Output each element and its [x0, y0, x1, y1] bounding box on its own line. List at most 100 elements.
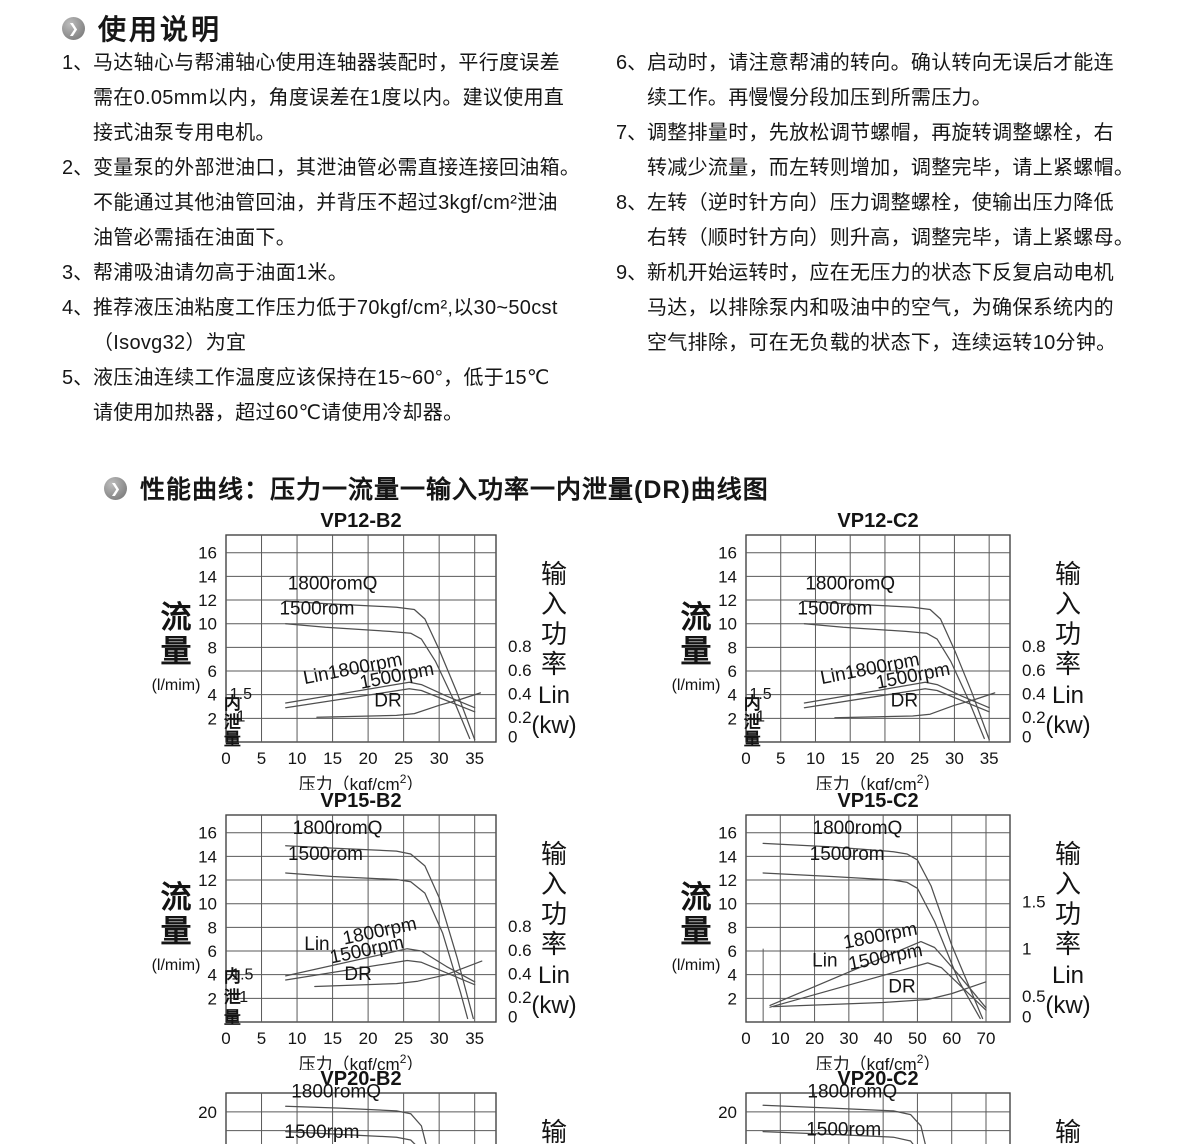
right-tick-label: 0.5: [1022, 987, 1046, 1006]
chart-vp15-c2: VP15-C20 10 20 30 40 50 60 70压力（kgf/cm2）2468101…: [672, 790, 1091, 1074]
usage-item: 5、 液压油连续工作温度应该保持在15~60°，低于15℃ 请使用加热器，超过60℃…: [62, 361, 610, 431]
chart-cell-vp12-b2: VP12-B2 0 5 10 15 20 25 30 35 压力（kgf/cm2） 2 4 6 8 10 12…: [0, 510, 602, 794]
x-tick-label: 20: [359, 1029, 378, 1048]
x-tick-label: 25: [394, 1029, 413, 1048]
usage-item-line: 马达，以排除泵内和吸油中的空气，为确保系统内的: [647, 297, 1114, 319]
power-label-line: Lin: [538, 682, 570, 709]
plot-border: [225, 534, 497, 743]
power-label-line: Lin: [1052, 682, 1084, 709]
power-label-line: 输: [541, 559, 567, 589]
curve-label: 1800romQ: [291, 1082, 381, 1103]
power-label-line: Lin: [1052, 962, 1084, 989]
x-tick-label: 10: [288, 749, 307, 768]
x-tick-label: 10: [806, 749, 825, 768]
x-tick-label: 30: [839, 1029, 858, 1048]
power-label-line: 功: [541, 619, 567, 649]
x-tick-label: 10: [288, 1029, 307, 1048]
curve-1500rpm-Q: [285, 1130, 416, 1144]
power-label-line: 功: [1055, 899, 1081, 929]
y-tick-label: 20: [198, 1103, 217, 1122]
usage-item-line: 启动时，请注意帮浦的转向。确认转向无误后才能连: [647, 52, 1114, 74]
x-tick-label: 5: [257, 749, 266, 768]
leakage-label-char: 内: [224, 693, 241, 713]
curve-label: DR: [891, 691, 918, 712]
curve-label: DR: [344, 964, 371, 985]
usage-item-line: 空气排除，可在无负载的状态下，连续运转10分钟。: [647, 332, 1117, 354]
usage-item-line: 马达轴心与帮浦轴心使用连轴器装配时，平行度误差: [93, 52, 560, 74]
usage-item-line: 接式油泵专用电机。: [93, 122, 276, 144]
usage-item-line: 推荐液压油粘度工作压力低于70kgf/cm²,以30~50cst: [93, 297, 558, 319]
x-tick-label: 0: [741, 749, 750, 768]
usage-item-text: 启动时，请注意帮浦的转向。确认转向无误后才能连 续工作。再慢慢分段加压到所需压力。: [647, 46, 1168, 116]
curve-1500rpm-Q: [285, 623, 471, 740]
x-tick-label: 30: [430, 749, 449, 768]
x-tick-label: 35: [465, 749, 484, 768]
x-tick-label: 15: [841, 749, 860, 768]
flow-label-char: 量: [681, 634, 712, 669]
usage-item: 1、 马达轴心与帮浦轴心使用连轴器装配时，平行度误差 需在0.05mm以内，角度误差…: [62, 46, 610, 151]
right-tick-label: 0.8: [508, 917, 532, 936]
plot-border: [745, 534, 1011, 743]
y-tick-label: 16: [718, 544, 737, 563]
curve-1800rpm-Q: [285, 1105, 427, 1144]
x-tick-label: 25: [394, 749, 413, 768]
right-tick-label: 0.6: [508, 941, 532, 960]
curve-label: 1500rom: [806, 1119, 881, 1140]
curve-Lin-1500rpm: [803, 688, 990, 713]
y-tick-label: 6: [728, 662, 737, 681]
curve-label: 1800romQ: [805, 573, 895, 594]
y-tick-label: 6: [208, 942, 217, 961]
curve-1800rpm-Q: [762, 842, 984, 1020]
y-tick-label: 12: [198, 591, 217, 610]
usage-section-title: 使用说明: [98, 14, 223, 45]
x-tick-label: 25: [910, 749, 929, 768]
y-tick-label: 8: [728, 918, 737, 937]
power-label-line: 入: [1055, 869, 1081, 899]
power-label-line: (kw): [531, 712, 576, 739]
right-tick-label: 1: [1022, 940, 1031, 959]
leakage-label-char: 量: [224, 729, 241, 749]
leakage-label-char: 量: [224, 1007, 241, 1027]
chart-cell-vp20-b2: VP20-B205101520253035压力（kgf/cm2）48121620…: [0, 1068, 602, 1144]
power-label-line: 输: [1055, 559, 1081, 589]
usage-item-text: 帮浦吸油请勿高于油面1米。: [93, 256, 610, 291]
x-axis-label: 压力（kgf/cm2）: [299, 1052, 424, 1070]
power-label-line: 入: [541, 589, 567, 619]
usage-item-line: 油管必需插在油面下。: [93, 227, 296, 249]
y-tick-label: 20: [718, 1103, 737, 1122]
x-tick-label: 20: [359, 749, 378, 768]
y-tick-label: 12: [198, 871, 217, 890]
right-tick-label: 1.5: [1022, 892, 1046, 911]
curve-Lin-1500rpm: [285, 688, 476, 713]
right-tick-label: 0: [508, 728, 517, 747]
chart-vp20-c2: VP20-C2010203040506070压力（kgf/cm2）4812162…: [718, 1068, 1081, 1144]
x-tick-label: 30: [430, 1029, 449, 1048]
power-label-line: 输: [541, 1117, 567, 1144]
chart-cell-vp20-c2: VP20-C2010203040506070压力（kgf/cm2）4812162…: [602, 1068, 1204, 1144]
usage-item-number: 2、: [62, 157, 94, 179]
chart-title: VP15-B2: [320, 790, 401, 812]
right-tick-label: 0: [1022, 728, 1031, 747]
x-tick-label: 40: [874, 1029, 893, 1048]
y-tick-label: 6: [728, 942, 737, 961]
usage-item-line: 左转（逆时针方向）压力调整螺栓，使输出压力降低: [647, 192, 1114, 214]
chart-vp15-b2: VP15-B20 5 10 15 20 25 30 35压力（kgf/cm2）24681012…: [152, 790, 577, 1074]
y-tick-label: 14: [718, 567, 737, 586]
y-tick-label: 16: [718, 824, 737, 843]
y-tick-label: 16: [718, 1140, 737, 1144]
chart-title: VP20-C2: [837, 1068, 918, 1090]
y-tick-label: 4: [728, 966, 737, 985]
power-label-line: 输: [1055, 1117, 1081, 1144]
y-tick-label: 12: [718, 871, 737, 890]
y-tick-label: 4: [208, 966, 217, 985]
plot-border: [225, 814, 497, 1023]
right-tick-label: 0.8: [508, 637, 532, 656]
right-tick-label: 0.4: [1022, 685, 1046, 704]
flow-label-char: 量: [161, 914, 192, 949]
leakage-label-char: 内: [744, 693, 761, 713]
leakage-label-char: 泄: [744, 712, 761, 732]
curve-label: 1800romQ: [813, 818, 903, 839]
y-tick-label: 14: [198, 847, 217, 866]
curve-Lin-1800rpm: [769, 940, 987, 1009]
